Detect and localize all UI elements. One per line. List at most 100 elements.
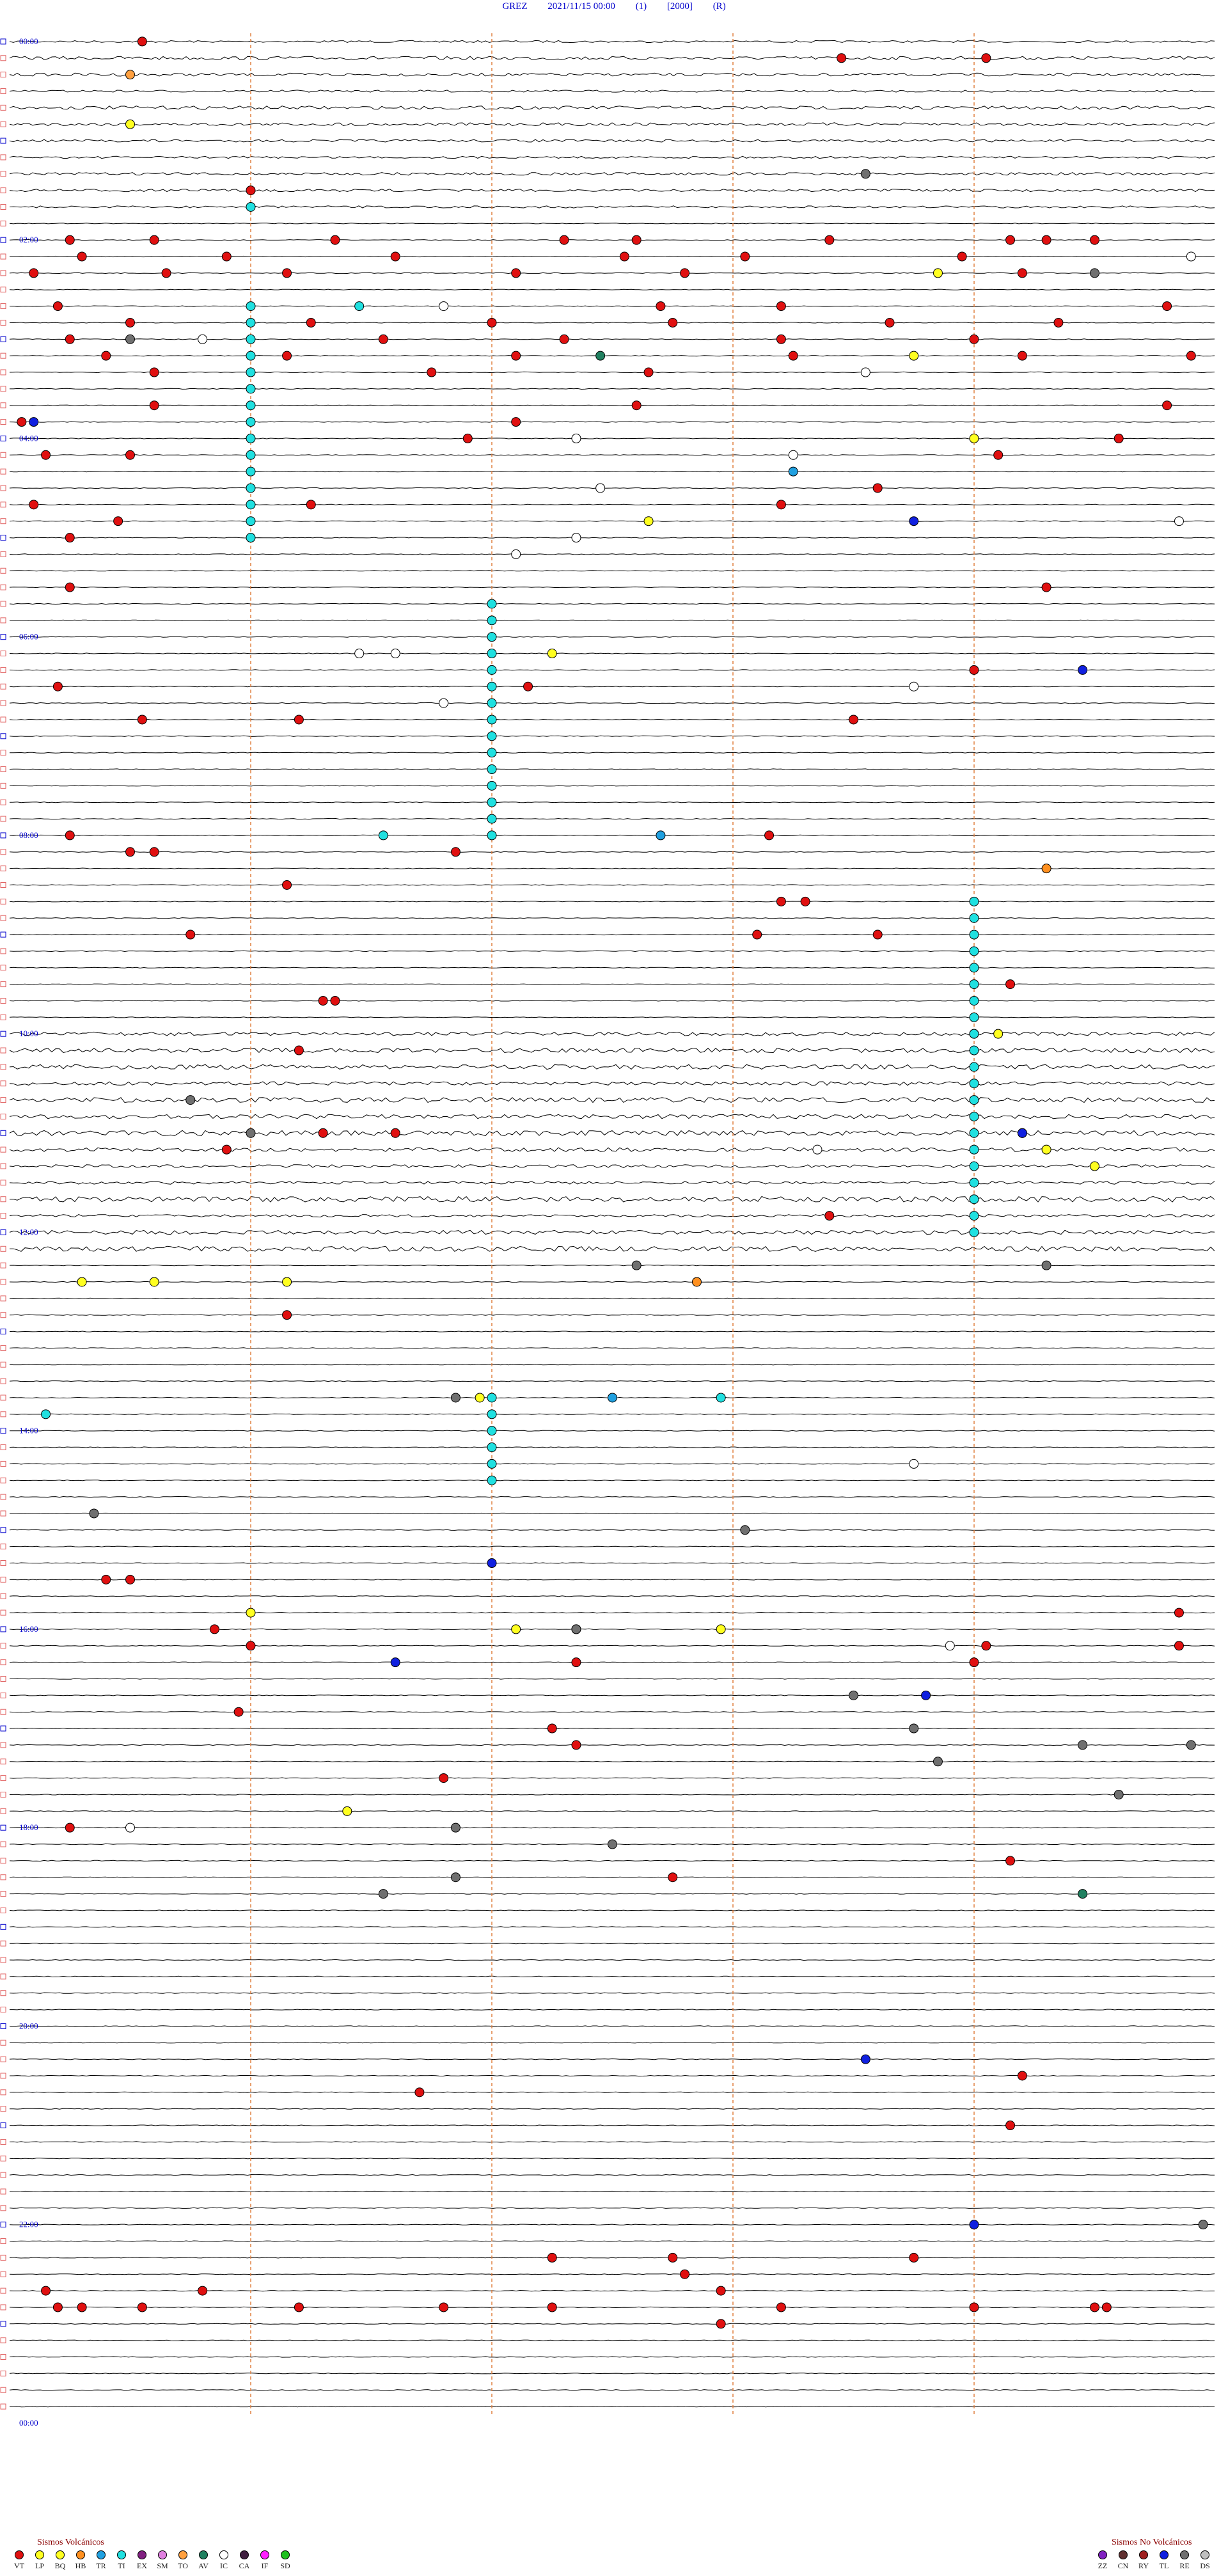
trace-row: [9, 1810, 1215, 1812]
event-marker: [221, 251, 232, 262]
event-marker: [511, 351, 521, 361]
trace-row: [9, 470, 1215, 473]
trace-row: [9, 438, 1215, 439]
event-marker: [246, 450, 256, 460]
row-marker: [0, 1990, 6, 1996]
trace-row: [9, 718, 1215, 721]
row-marker: [0, 1907, 6, 1913]
legend-swatch: [56, 2550, 65, 2559]
event-marker: [643, 516, 654, 526]
row-marker: [0, 651, 6, 657]
row-marker: [0, 2205, 6, 2211]
row-marker: [0, 617, 6, 624]
legend-code: TI: [118, 2561, 125, 2570]
event-marker: [909, 681, 919, 691]
row-marker: [0, 72, 6, 78]
trace-row: [9, 255, 1215, 258]
legend-swatch: [15, 2550, 24, 2559]
event-marker: [981, 1641, 991, 1651]
row-marker: [0, 88, 6, 94]
event-marker: [378, 1889, 388, 1899]
event-marker: [487, 748, 497, 758]
event-marker: [487, 715, 497, 725]
row-marker: [0, 1527, 6, 1533]
legend-code: SD: [280, 2561, 290, 2570]
hour-tick-label: 10:00: [19, 1029, 38, 1038]
event-marker: [969, 979, 979, 990]
event-marker: [1090, 2302, 1099, 2312]
trace-row: [9, 603, 1215, 605]
legend-swatch: [158, 2550, 167, 2559]
event-marker: [1078, 1740, 1088, 1750]
row-marker: [0, 1312, 6, 1318]
trace-row: [9, 1645, 1215, 1647]
legend-swatch: [138, 2550, 146, 2559]
event-marker: [390, 1128, 400, 1138]
hour-tick-label: 18:00: [19, 1822, 38, 1832]
legend-item-zz: ZZ: [1095, 2550, 1110, 2571]
legend-code: CN: [1117, 2561, 1129, 2570]
row-marker: [0, 1460, 6, 1467]
event-marker: [487, 632, 497, 642]
event-marker: [282, 880, 292, 890]
row-marker: [0, 1295, 6, 1302]
trace-row: [9, 2158, 1215, 2160]
event-marker: [487, 649, 497, 659]
row-marker: [0, 2106, 6, 2112]
event-marker: [1053, 317, 1064, 328]
row-marker: [0, 881, 6, 888]
event-marker: [41, 2286, 51, 2296]
legend-volcanic-items: VT LP BQ HB TR TI EX SM TO AV IC CA IF SD: [12, 2550, 293, 2571]
legend-item-av: AV: [196, 2550, 211, 2571]
trace-row: [9, 1164, 1215, 1168]
event-marker: [608, 1393, 617, 1403]
trace-row: [9, 1959, 1215, 1961]
trace-row: [9, 1214, 1215, 1218]
event-marker: [1017, 351, 1027, 361]
event-marker: [487, 731, 497, 741]
event-marker: [668, 2252, 678, 2263]
event-marker: [101, 1574, 111, 1584]
event-marker: [125, 450, 135, 460]
event-marker: [125, 334, 135, 344]
event-marker: [125, 70, 135, 80]
row-marker: [0, 2337, 6, 2344]
row-marker: [0, 1213, 6, 1219]
row-marker: [0, 1146, 6, 1153]
event-marker: [246, 317, 256, 328]
event-marker: [149, 367, 159, 377]
trace-row: [9, 553, 1215, 555]
legend-item-lp: LP: [32, 2550, 47, 2571]
row-marker: [0, 2188, 6, 2195]
event-marker: [439, 1773, 449, 1783]
row-marker: [0, 1940, 6, 1947]
row-marker: [0, 1329, 6, 1335]
event-marker: [246, 433, 256, 443]
event-marker: [1114, 1789, 1124, 1799]
trace-row: [10, 2108, 1215, 2110]
trace-row: [9, 1130, 1215, 1136]
trace-row: [9, 851, 1215, 853]
event-marker: [969, 1227, 979, 1237]
event-marker: [487, 1409, 497, 1419]
event-marker: [668, 317, 678, 328]
event-marker: [294, 1045, 304, 1055]
event-marker: [378, 334, 388, 344]
row-marker: [0, 2007, 6, 2013]
trace-row: [9, 1331, 1215, 1332]
row-marker: [0, 1709, 6, 1715]
trace-row: [9, 1180, 1215, 1185]
event-marker: [487, 780, 497, 791]
row-marker: [0, 1196, 6, 1203]
row-marker: [0, 171, 6, 177]
trace-row: [10, 752, 1215, 754]
event-marker: [65, 830, 75, 841]
legend-code: RE: [1179, 2561, 1190, 2570]
event-marker: [547, 2302, 557, 2312]
event-marker: [969, 1194, 979, 1205]
legend-swatch: [1119, 2550, 1128, 2559]
legend-code: BQ: [54, 2561, 66, 2570]
legend-item-ry: RY: [1136, 2550, 1151, 2571]
legend-code: TR: [96, 2561, 106, 2570]
event-marker: [969, 1128, 979, 1138]
